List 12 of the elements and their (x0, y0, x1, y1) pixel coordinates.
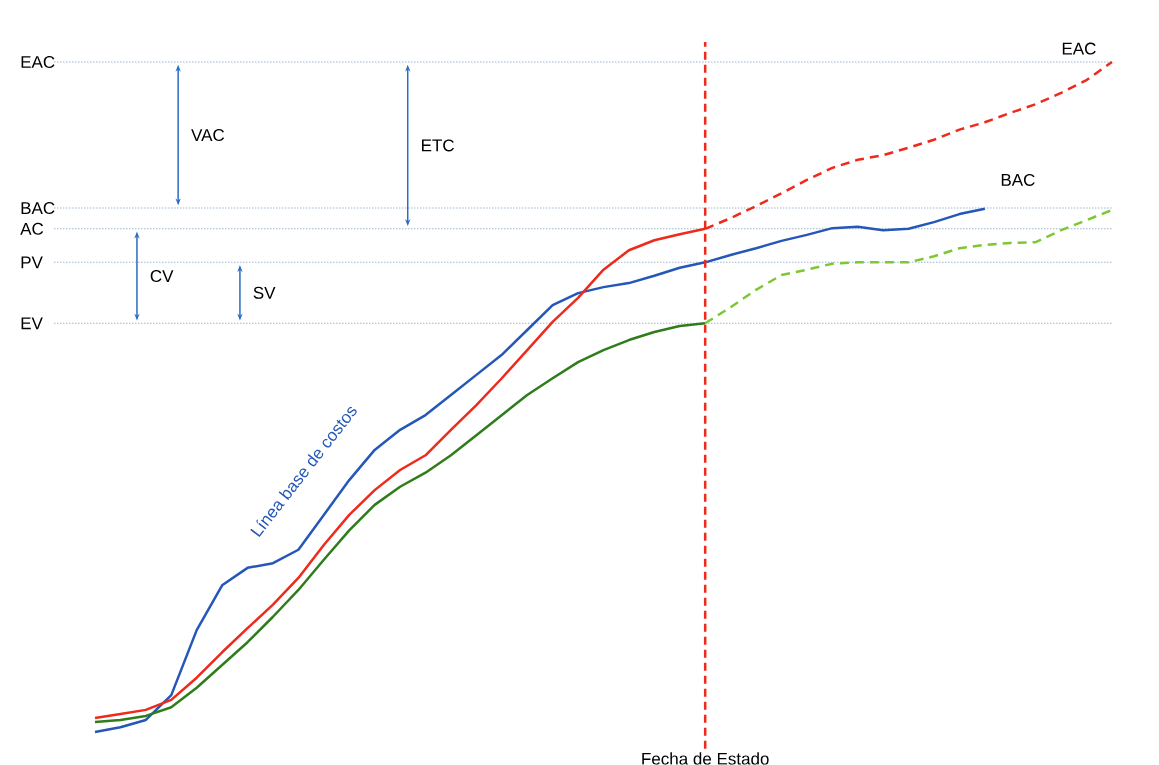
ref-line-label: PV (21, 256, 43, 269)
ref-line-label: EAC (21, 56, 55, 69)
ref-line-label: BAC (21, 202, 55, 215)
annotation: VAC (191, 129, 225, 142)
text: Fecha de Estado (642, 752, 769, 765)
ref-line-label: AC (20, 222, 44, 235)
annotation: SV (253, 286, 276, 299)
ref-line-label: EV (21, 317, 43, 330)
text: EAC (1062, 42, 1096, 55)
annotation: BAC (1001, 174, 1035, 187)
annotation: CV (150, 270, 174, 283)
annotation: ETC (422, 139, 454, 152)
